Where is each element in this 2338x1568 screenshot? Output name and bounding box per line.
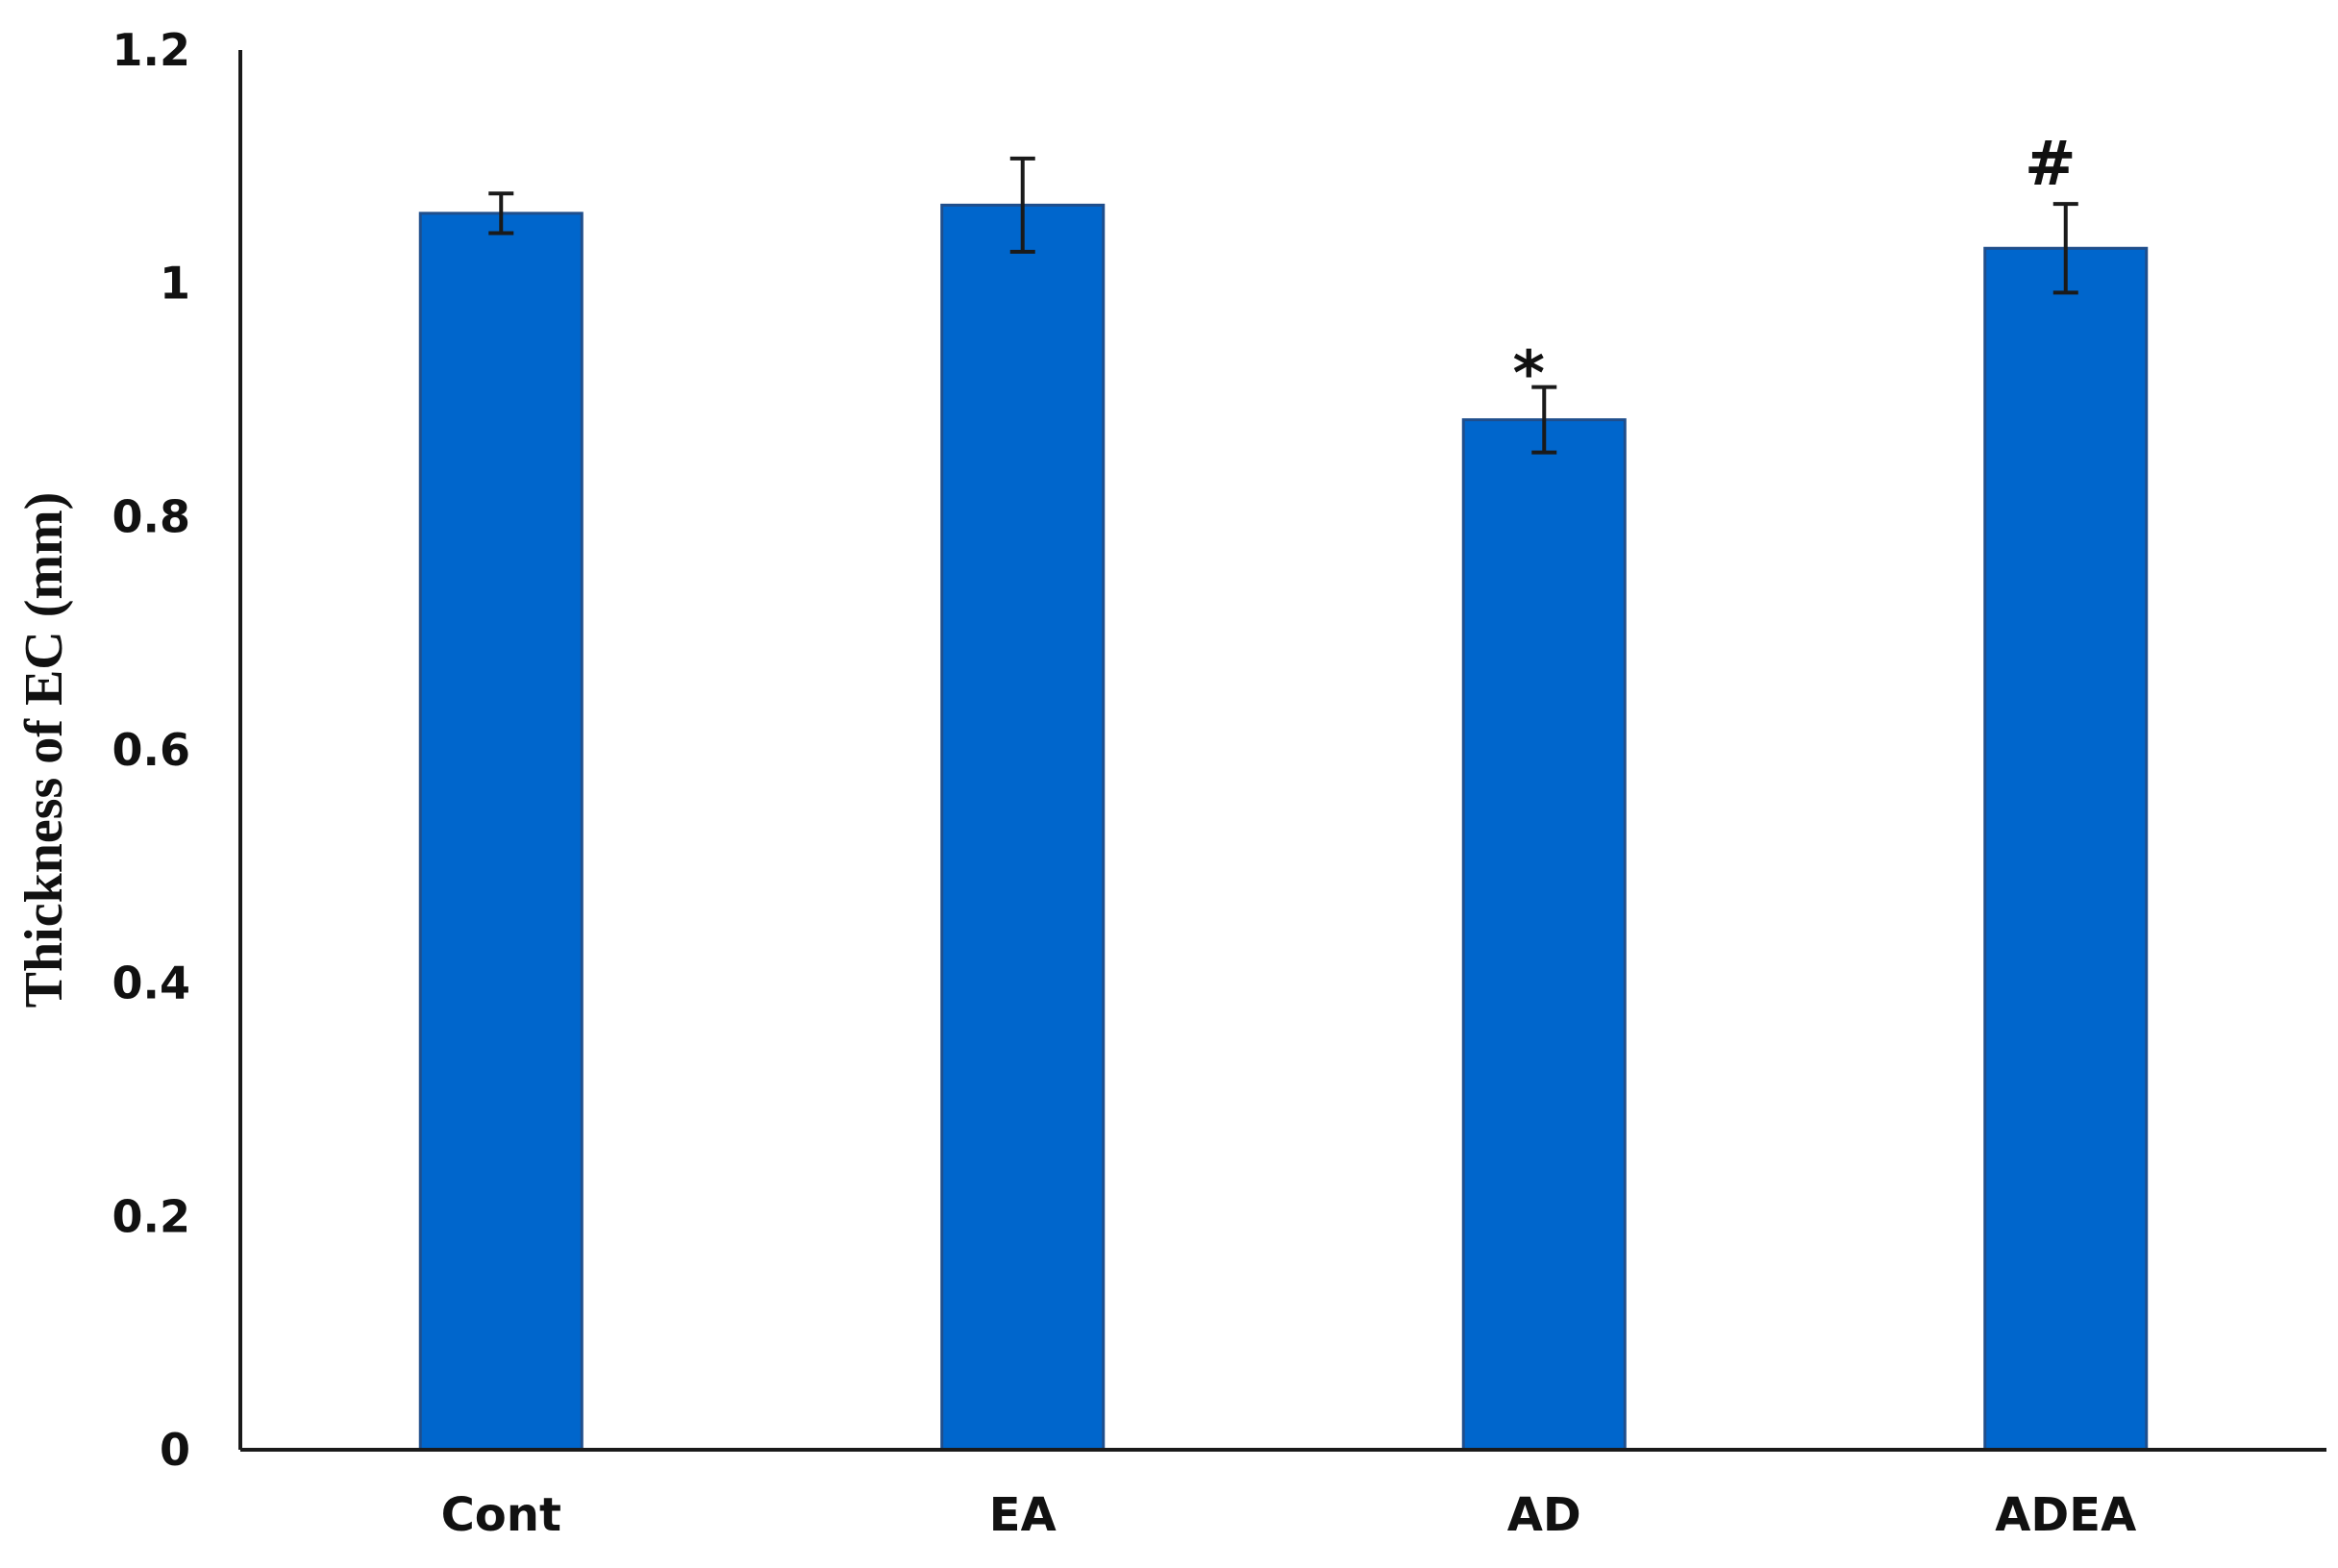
y-axis-ticks: 0 0.2 0.4 0.6 0.8 1 1.2 — [112, 24, 191, 1476]
error-bars — [488, 156, 2078, 455]
y-tick-label: 1 — [160, 258, 190, 310]
significance-annotations: *# — [1513, 129, 2077, 410]
bar-ea — [940, 203, 1106, 1452]
x-tick-label-cont: Cont — [441, 1488, 561, 1542]
x-tick-label-ad: AD — [1507, 1488, 1581, 1542]
bar-ad — [1461, 418, 1627, 1452]
y-tick-label: 1.2 — [112, 24, 191, 76]
bars — [418, 203, 2149, 1452]
y-tick-label: 0 — [160, 1424, 190, 1476]
error-bar-ea — [1009, 156, 1035, 254]
error-bar-adea — [2052, 202, 2078, 295]
x-tick-label-adea: ADEA — [1995, 1488, 2136, 1542]
x-axis-labels: Cont EA AD ADEA — [441, 1488, 2137, 1542]
y-tick-label: 0.2 — [112, 1190, 191, 1242]
x-tick-label-ea: EA — [989, 1488, 1057, 1542]
bar-cont — [418, 212, 584, 1452]
significance-mark-ad: * — [1513, 339, 1545, 411]
y-tick-label: 0.8 — [112, 490, 191, 542]
significance-mark-adea: # — [2025, 129, 2077, 200]
error-bar-ad — [1531, 385, 1557, 455]
y-axis-title: Thickness of EC (mm) — [14, 492, 74, 1008]
y-tick-label: 0.6 — [112, 724, 191, 776]
y-axis-title-group: Thickness of EC (mm) — [14, 492, 74, 1008]
y-tick-label: 0.4 — [112, 958, 191, 1009]
error-bar-cont — [488, 191, 514, 236]
bar-adea — [1983, 246, 2149, 1452]
